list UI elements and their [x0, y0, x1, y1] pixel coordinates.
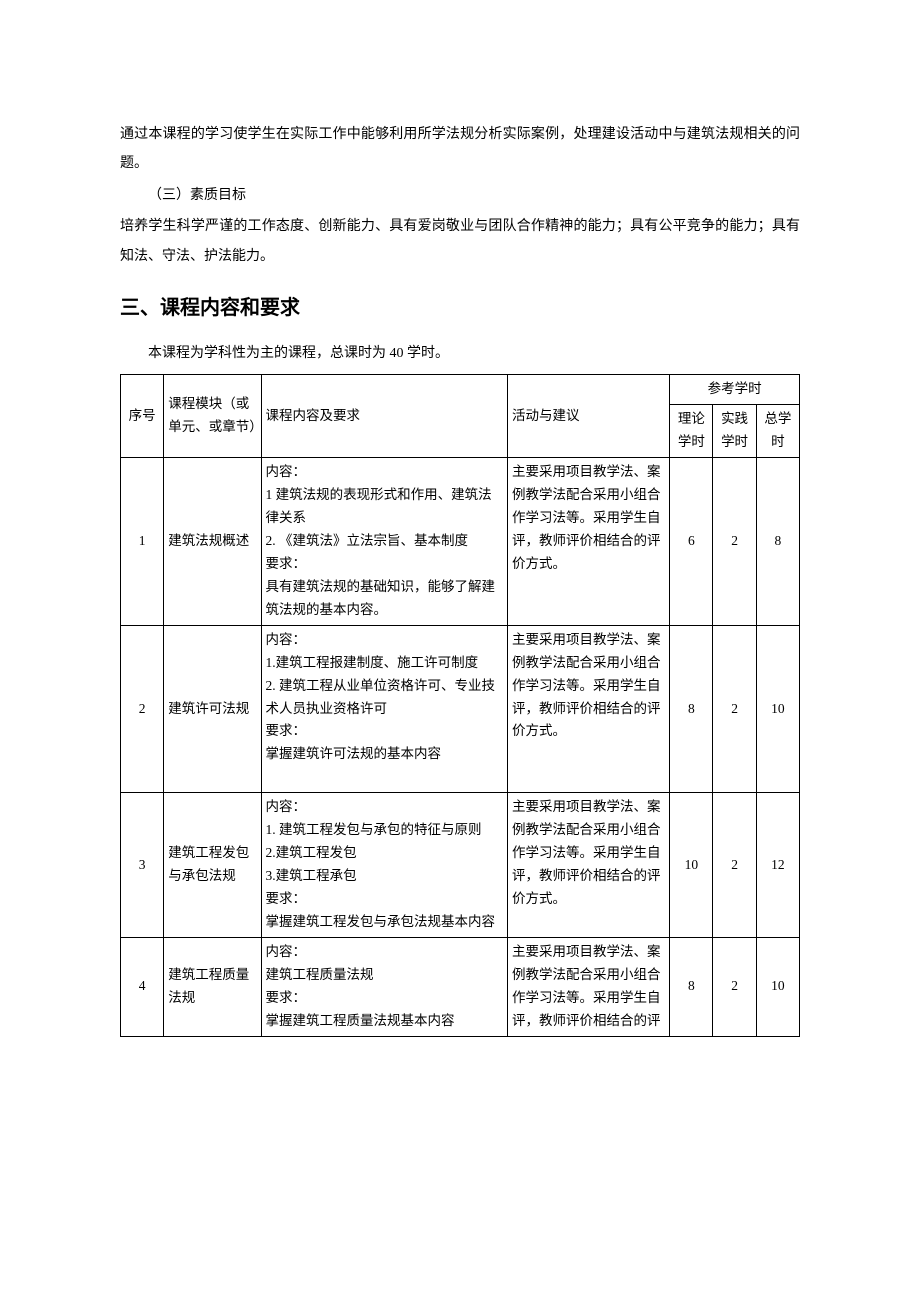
table-row: 2建筑许可法规内容： 1.建筑工程报建制度、施工许可制度 2. 建筑工程从业单位… — [121, 625, 800, 793]
paragraph-subhead: （三）素质目标 — [120, 181, 800, 210]
cell-theory: 6 — [670, 458, 713, 626]
cell-practice: 2 — [713, 458, 756, 626]
table-row: 4建筑工程质量法规内容： 建筑工程质量法规 要求： 掌握建筑工程质量法规基本内容… — [121, 937, 800, 1036]
cell-seq: 2 — [121, 625, 164, 793]
col-content: 课程内容及要求 — [261, 375, 508, 458]
cell-content: 内容： 1. 建筑工程发包与承包的特征与原则 2.建筑工程发包 3.建筑工程承包… — [261, 793, 508, 938]
cell-content: 内容： 1 建筑法规的表现形式和作用、建筑法律关系 2. 《建筑法》立法宗旨、基… — [261, 458, 508, 626]
cell-theory: 10 — [670, 793, 713, 938]
cell-total: 10 — [756, 625, 799, 793]
table-header-row-1: 序号 课程模块（或单元、或章节） 课程内容及要求 活动与建议 参考学时 — [121, 375, 800, 405]
col-total: 总学时 — [756, 405, 799, 458]
cell-activity: 主要采用项目教学法、案例教学法配合采用小组合作学习法等。采用学生自评，教师评价相… — [508, 793, 670, 938]
col-practice: 实践学时 — [713, 405, 756, 458]
table-intro: 本课程为学科性为主的课程，总课时为 40 学时。 — [120, 339, 800, 368]
table-row: 3建筑工程发包与承包法规内容： 1. 建筑工程发包与承包的特征与原则 2.建筑工… — [121, 793, 800, 938]
cell-activity: 主要采用项目教学法、案例教学法配合采用小组合作学习法等。采用学生自评，教师评价相… — [508, 625, 670, 793]
cell-seq: 1 — [121, 458, 164, 626]
cell-theory: 8 — [670, 625, 713, 793]
cell-content: 内容： 建筑工程质量法规 要求： 掌握建筑工程质量法规基本内容 — [261, 937, 508, 1036]
cell-practice: 2 — [713, 793, 756, 938]
cell-activity: 主要采用项目教学法、案例教学法配合采用小组合作学习法等。采用学生自评，教师评价相… — [508, 937, 670, 1036]
col-activity: 活动与建议 — [508, 375, 670, 458]
col-module: 课程模块（或单元、或章节） — [164, 375, 261, 458]
paragraph-quality: 培养学生科学严谨的工作态度、创新能力、具有爱岗敬业与团队合作精神的能力；具有公平… — [120, 212, 800, 271]
course-table: 序号 课程模块（或单元、或章节） 课程内容及要求 活动与建议 参考学时 理论学时… — [120, 374, 800, 1036]
paragraph-goal: 通过本课程的学习使学生在实际工作中能够利用所学法规分析实际案例，处理建设活动中与… — [120, 120, 800, 179]
col-seq: 序号 — [121, 375, 164, 458]
cell-seq: 3 — [121, 793, 164, 938]
cell-total: 10 — [756, 937, 799, 1036]
section-heading: 三、课程内容和要求 — [120, 287, 800, 329]
cell-theory: 8 — [670, 937, 713, 1036]
cell-content: 内容： 1.建筑工程报建制度、施工许可制度 2. 建筑工程从业单位资格许可、专业… — [261, 625, 508, 793]
cell-module: 建筑法规概述 — [164, 458, 261, 626]
cell-activity: 主要采用项目教学法、案例教学法配合采用小组合作学习法等。采用学生自评，教师评价相… — [508, 458, 670, 626]
col-ref-hours: 参考学时 — [670, 375, 800, 405]
cell-practice: 2 — [713, 937, 756, 1036]
cell-module: 建筑工程质量法规 — [164, 937, 261, 1036]
cell-module: 建筑许可法规 — [164, 625, 261, 793]
cell-total: 12 — [756, 793, 799, 938]
cell-practice: 2 — [713, 625, 756, 793]
table-row: 1建筑法规概述内容： 1 建筑法规的表现形式和作用、建筑法律关系 2. 《建筑法… — [121, 458, 800, 626]
cell-seq: 4 — [121, 937, 164, 1036]
cell-module: 建筑工程发包与承包法规 — [164, 793, 261, 938]
cell-total: 8 — [756, 458, 799, 626]
col-theory: 理论学时 — [670, 405, 713, 458]
